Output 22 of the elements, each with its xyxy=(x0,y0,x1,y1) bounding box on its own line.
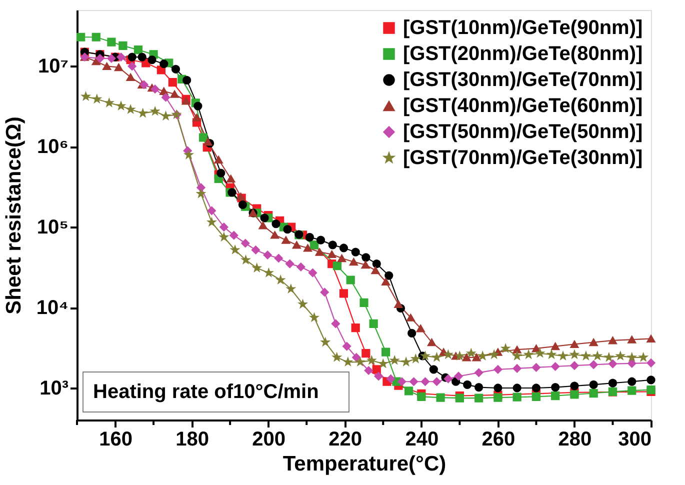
legend-label: [GST(70nm)/GeTe(30nm)] xyxy=(403,147,643,169)
x-tick-label: 220 xyxy=(328,428,362,450)
x-axis-title: Temperature(°C) xyxy=(282,452,446,476)
y-tick-label: 10³ xyxy=(40,377,69,400)
y-tick-label: 10⁷ xyxy=(38,56,68,78)
x-tick-label: 260 xyxy=(482,428,516,450)
x-tick-label: 240 xyxy=(405,428,439,450)
x-tick-label: 280 xyxy=(558,428,592,450)
legend-label: [GST(20nm)/GeTe(80nm)] xyxy=(403,43,643,65)
y-axis-title: Sheet resistance(Ω) xyxy=(2,116,26,314)
y-tick-label: 10⁴ xyxy=(36,297,68,320)
legend-label: [GST(30nm)/GeTe(70nm)] xyxy=(403,69,643,91)
annotation: Heating rate of10°C/min xyxy=(93,381,319,403)
x-tick-label: 200 xyxy=(252,428,286,450)
y-tick-label: 10⁶ xyxy=(37,136,68,158)
y-tick-label: 10⁵ xyxy=(36,216,68,239)
x-tick-label: 300 xyxy=(618,428,652,450)
x-tick-label: 180 xyxy=(176,428,209,450)
legend-label: [GST(40nm)/GeTe(60nm)] xyxy=(403,95,643,117)
legend-label: [GST(50nm)/GeTe(50nm)] xyxy=(403,121,643,143)
x-tick-label: 160 xyxy=(99,428,132,450)
legend-label: [GST(10nm)/GeTe(90nm)] xyxy=(403,17,643,39)
